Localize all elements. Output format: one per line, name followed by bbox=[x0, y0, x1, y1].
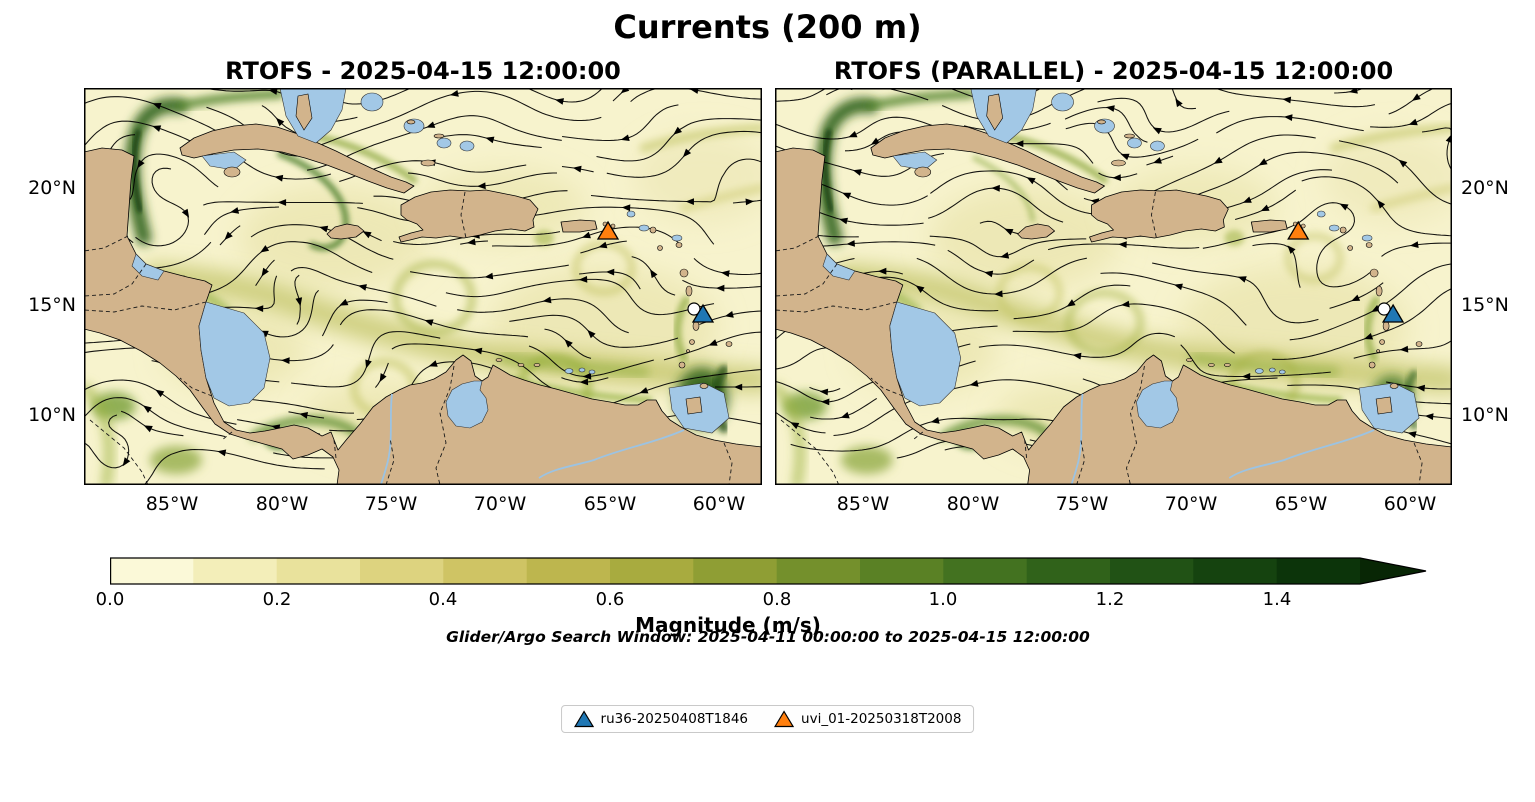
colorbar-label: Magnitude (m/s) bbox=[635, 613, 821, 637]
x-tick-label: 85°W bbox=[145, 493, 199, 515]
colorbar-tick-label: 0.6 bbox=[595, 589, 625, 610]
y-tick-label: 15°N bbox=[1461, 294, 1509, 316]
colorbar-extend-arrow bbox=[1360, 558, 1426, 584]
y-tick-label: 15°N bbox=[28, 294, 76, 316]
colorbar-tick-label: 0.2 bbox=[262, 589, 292, 610]
x-tick-label: 75°W bbox=[1055, 493, 1109, 515]
colorbar-tick-label: 0.8 bbox=[762, 589, 792, 610]
glider-triangle-icon bbox=[573, 710, 594, 728]
country-borders-layer bbox=[775, 191, 1423, 485]
shallow-water-layer bbox=[131, 88, 730, 434]
glider-marker bbox=[1287, 220, 1310, 240]
legend-item-uvi01: uvi_01-20250318T2008 bbox=[774, 710, 961, 728]
x-tick-label: 70°W bbox=[1164, 493, 1218, 515]
colorbar-tick-label: 0.0 bbox=[95, 589, 125, 610]
legend-label: uvi_01-20250318T2008 bbox=[801, 711, 962, 727]
map-panel-rtofs bbox=[84, 88, 762, 485]
colorbar bbox=[110, 557, 1430, 585]
legend-label: ru36-20250408T1846 bbox=[600, 711, 749, 727]
glider-marker bbox=[596, 220, 620, 240]
glider-triangle-icon bbox=[774, 710, 795, 728]
legend-item-ru36: ru36-20250408T1846 bbox=[573, 710, 749, 728]
y-tick-label: 10°N bbox=[1461, 404, 1509, 426]
x-tick-label: 75°W bbox=[364, 493, 418, 515]
x-tick-label: 65°W bbox=[1274, 493, 1328, 515]
x-tick-label: 80°W bbox=[946, 493, 1000, 515]
x-tick-label: 85°W bbox=[836, 493, 890, 515]
glider-markers-layer bbox=[596, 220, 715, 323]
colorbar-tick-label: 1.2 bbox=[1095, 589, 1125, 610]
glider-marker bbox=[691, 303, 715, 323]
glider-marker bbox=[1381, 303, 1405, 323]
y-tick-label: 20°N bbox=[1461, 177, 1509, 199]
panel-frame bbox=[84, 88, 762, 485]
x-tick-label: 70°W bbox=[473, 493, 527, 515]
small-islands-layer bbox=[223, 93, 733, 415]
map-svg bbox=[775, 88, 1452, 485]
rivers-layer bbox=[380, 393, 685, 485]
search-window-annotation: Glider/Argo Search Window: 2025-04-11 00… bbox=[446, 628, 1090, 646]
glider-markers-layer bbox=[1287, 220, 1405, 323]
colorbar-tick-label: 1.4 bbox=[1262, 589, 1292, 610]
lake-maracaibo bbox=[445, 380, 489, 429]
y-tick-label: 10°N bbox=[28, 404, 76, 426]
country-borders-layer bbox=[84, 191, 733, 485]
colorbar-svg bbox=[110, 557, 1427, 585]
colorbar-tick-label: 0.4 bbox=[428, 589, 458, 610]
x-tick-label: 60°W bbox=[692, 493, 746, 515]
colorbar-tick-label: 1.0 bbox=[928, 589, 958, 610]
small-islands-layer bbox=[914, 93, 1423, 415]
figure-title: Currents (200 m) bbox=[613, 8, 922, 46]
map-panel-rtofs-parallel bbox=[775, 88, 1452, 485]
map-svg bbox=[84, 88, 762, 485]
subplot-title-rtofs-parallel: RTOFS (PARALLEL) - 2025-04-15 12:00:00 bbox=[833, 57, 1394, 85]
subplot-title-rtofs: RTOFS - 2025-04-15 12:00:00 bbox=[225, 57, 621, 85]
x-tick-label: 80°W bbox=[255, 493, 309, 515]
lake-maracaibo bbox=[1136, 380, 1179, 429]
rivers-layer bbox=[1070, 393, 1375, 485]
legend: ru36-20250408T1846 uvi_01-20250318T2008 bbox=[560, 705, 975, 733]
x-tick-label: 65°W bbox=[583, 493, 637, 515]
panel-frame bbox=[775, 88, 1452, 485]
land-layer bbox=[84, 123, 762, 485]
shallow-water-layer bbox=[822, 88, 1420, 434]
land-layer bbox=[775, 123, 1452, 485]
x-tick-label: 60°W bbox=[1383, 493, 1437, 515]
y-tick-label: 20°N bbox=[28, 177, 76, 199]
